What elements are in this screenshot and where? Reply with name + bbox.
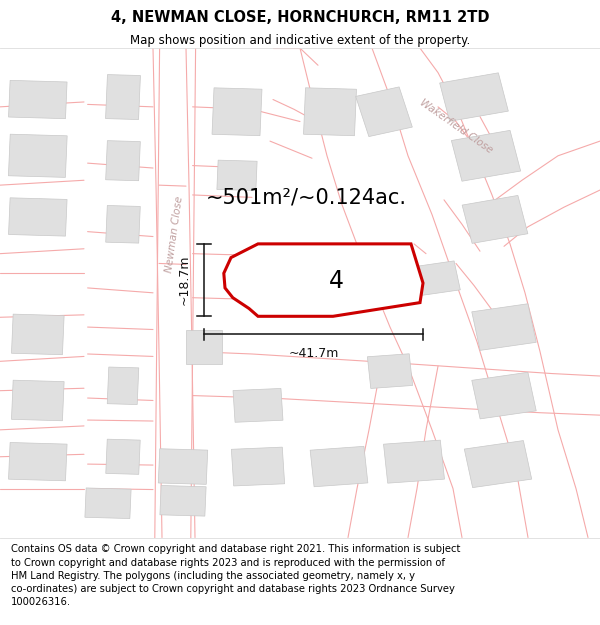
Polygon shape [186,329,222,364]
Polygon shape [106,206,140,243]
Polygon shape [106,141,140,181]
Text: ~41.7m: ~41.7m [289,347,338,359]
Polygon shape [212,88,262,136]
Polygon shape [11,314,64,355]
Text: 4: 4 [329,269,344,292]
Polygon shape [85,488,131,519]
Polygon shape [224,244,423,316]
Polygon shape [8,198,67,236]
Polygon shape [107,367,139,404]
Polygon shape [462,196,528,243]
Text: ~501m²/~0.124ac.: ~501m²/~0.124ac. [205,188,407,208]
Polygon shape [8,134,67,178]
Polygon shape [277,273,311,292]
Text: Newman Close: Newman Close [164,195,184,273]
Polygon shape [451,131,521,181]
Polygon shape [232,447,284,486]
Text: Contains OS data © Crown copyright and database right 2021. This information is : Contains OS data © Crown copyright and d… [11,544,460,608]
Polygon shape [11,380,64,421]
Polygon shape [233,389,283,422]
Polygon shape [304,88,356,136]
Text: ~18.7m: ~18.7m [178,255,191,306]
Polygon shape [464,441,532,488]
Polygon shape [8,81,67,119]
Polygon shape [356,87,412,137]
Polygon shape [383,440,445,483]
Polygon shape [8,442,67,481]
Polygon shape [472,304,536,351]
Polygon shape [217,160,257,191]
Polygon shape [106,74,140,119]
Text: Map shows position and indicative extent of the property.: Map shows position and indicative extent… [130,34,470,47]
Polygon shape [106,439,140,474]
Polygon shape [160,486,206,516]
Polygon shape [367,354,413,389]
Polygon shape [158,449,208,484]
Polygon shape [310,446,368,487]
Text: Wakerfield Close: Wakerfield Close [418,98,494,156]
Text: 4, NEWMAN CLOSE, HORNCHURCH, RM11 2TD: 4, NEWMAN CLOSE, HORNCHURCH, RM11 2TD [111,9,489,24]
Polygon shape [416,261,460,296]
Polygon shape [472,372,536,419]
Polygon shape [440,73,508,121]
